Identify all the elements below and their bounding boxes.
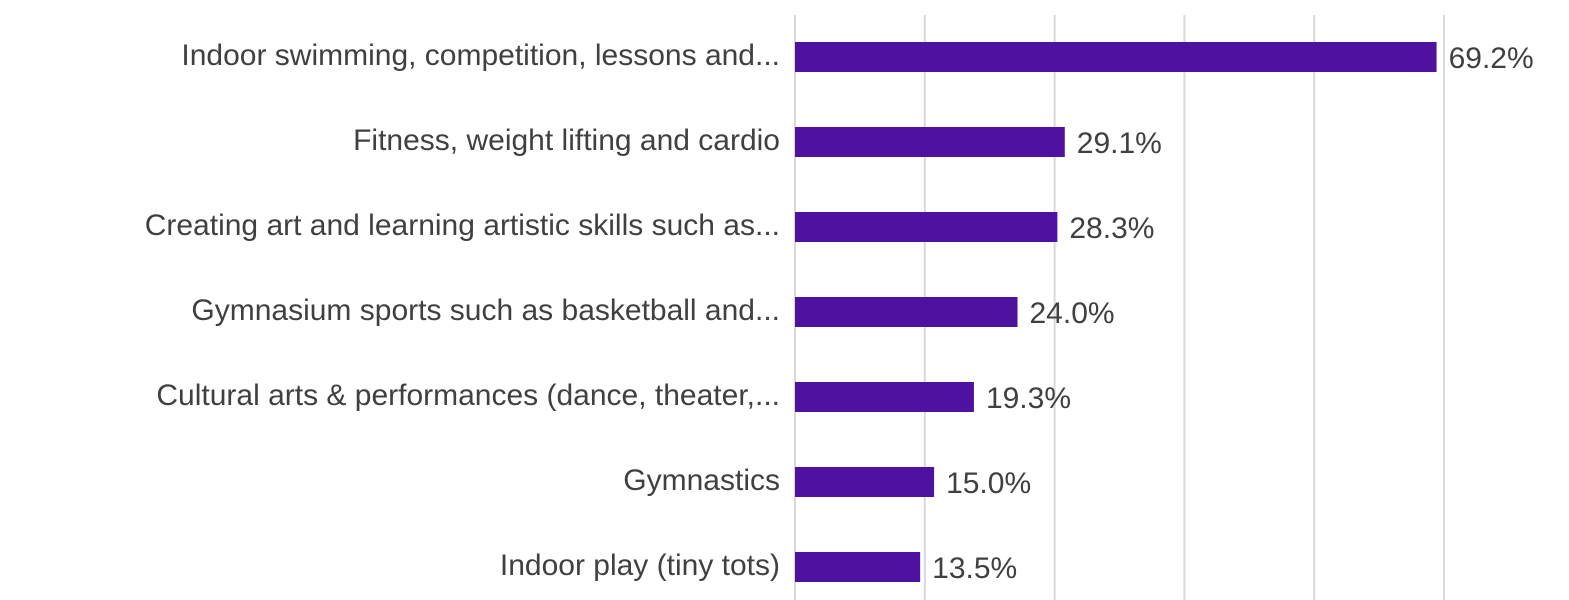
bar	[795, 127, 1065, 157]
bar	[795, 382, 974, 412]
value-label: 29.1%	[1077, 127, 1162, 160]
category-label: Creating art and learning artistic skill…	[145, 209, 780, 242]
category-label: Indoor play (tiny tots)	[500, 549, 780, 582]
bar	[795, 42, 1437, 72]
category-label: Fitness, weight lifting and cardio	[353, 124, 780, 157]
bar	[795, 552, 921, 582]
category-label: Indoor swimming, competition, lessons an…	[181, 39, 780, 72]
value-label: 28.3%	[1069, 212, 1154, 245]
bar	[795, 297, 1018, 327]
value-label: 13.5%	[932, 552, 1017, 585]
value-label: 15.0%	[946, 467, 1031, 500]
bar	[795, 212, 1058, 242]
bar	[795, 467, 935, 497]
value-label: 24.0%	[1030, 297, 1115, 330]
category-label: Gymnastics	[623, 464, 780, 497]
value-label: 69.2%	[1449, 42, 1534, 75]
category-label: Cultural arts & performances (dance, the…	[156, 379, 780, 412]
category-label: Gymnasium sports such as basketball and.…	[191, 294, 780, 327]
value-label: 19.3%	[986, 382, 1071, 415]
